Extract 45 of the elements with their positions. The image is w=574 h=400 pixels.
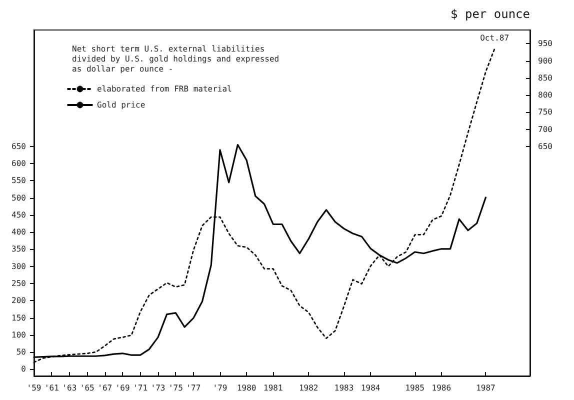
x-tick-label: '65	[80, 384, 95, 392]
y-tick-label: 150	[12, 313, 26, 322]
y2-tick-label: 850	[538, 73, 553, 82]
annotation: Oct.87	[480, 33, 510, 42]
legend-label: elaborated from FRB material	[97, 84, 232, 94]
y2-tick-label: 800	[538, 90, 553, 100]
y-tick-label: 500	[12, 193, 26, 202]
legend-title: Net short term U.S. external liabilities divided by U.S. gold holdings and expressed as dollar per ounce -	[72, 44, 280, 74]
x-tick-label: 1984	[360, 384, 380, 392]
y-tick-label: 200	[12, 296, 26, 306]
y2-tick-label: 750	[538, 108, 553, 117]
x-tick-label: '73	[150, 384, 166, 392]
x-tick-label: '75	[168, 384, 184, 392]
x-tick-label: 1983	[334, 384, 354, 392]
y2-axis-title: $ per ounce	[450, 7, 530, 21]
y2-tick-label: 950	[538, 39, 553, 48]
y-tick-label: 0	[21, 364, 26, 374]
x-tick-label: 1985	[405, 384, 425, 392]
y-tick-label: 250	[12, 279, 26, 288]
x-tick-label: 1981	[264, 384, 283, 392]
y-tick-label: 650	[12, 142, 26, 151]
x-tick-label: '67	[98, 384, 112, 392]
y-tick-label: 450	[12, 210, 26, 220]
y-tick-label: 600	[12, 159, 26, 168]
x-tick-label: 1986	[432, 384, 452, 392]
x-tick-label: '77	[186, 384, 201, 392]
y-tick-label: 50	[16, 348, 26, 357]
x-tick-label: 1987	[476, 384, 496, 392]
x-tick-label: '61	[44, 384, 60, 392]
x-tick-label: '69	[115, 384, 130, 392]
y2-tick-label: 700	[538, 124, 553, 134]
x-tick-label: '59	[26, 384, 42, 392]
y2-tick-label: 650	[538, 142, 553, 151]
legend-label: Gold price	[97, 100, 146, 110]
y-tick-label: 300	[12, 262, 26, 271]
y-tick-label: 100	[12, 330, 26, 340]
y-tick-label: 350	[12, 244, 26, 254]
x-tick-label: '71	[133, 384, 148, 392]
x-tick-label: '79	[212, 384, 228, 392]
x-tick-label: '63	[62, 384, 77, 392]
y-tick-label: 400	[12, 228, 26, 237]
x-tick-label: 1980	[236, 384, 256, 392]
y-tick-label: 550	[12, 176, 26, 186]
y2-tick-label: 900	[538, 56, 553, 66]
x-tick-label: 1982	[298, 384, 318, 392]
